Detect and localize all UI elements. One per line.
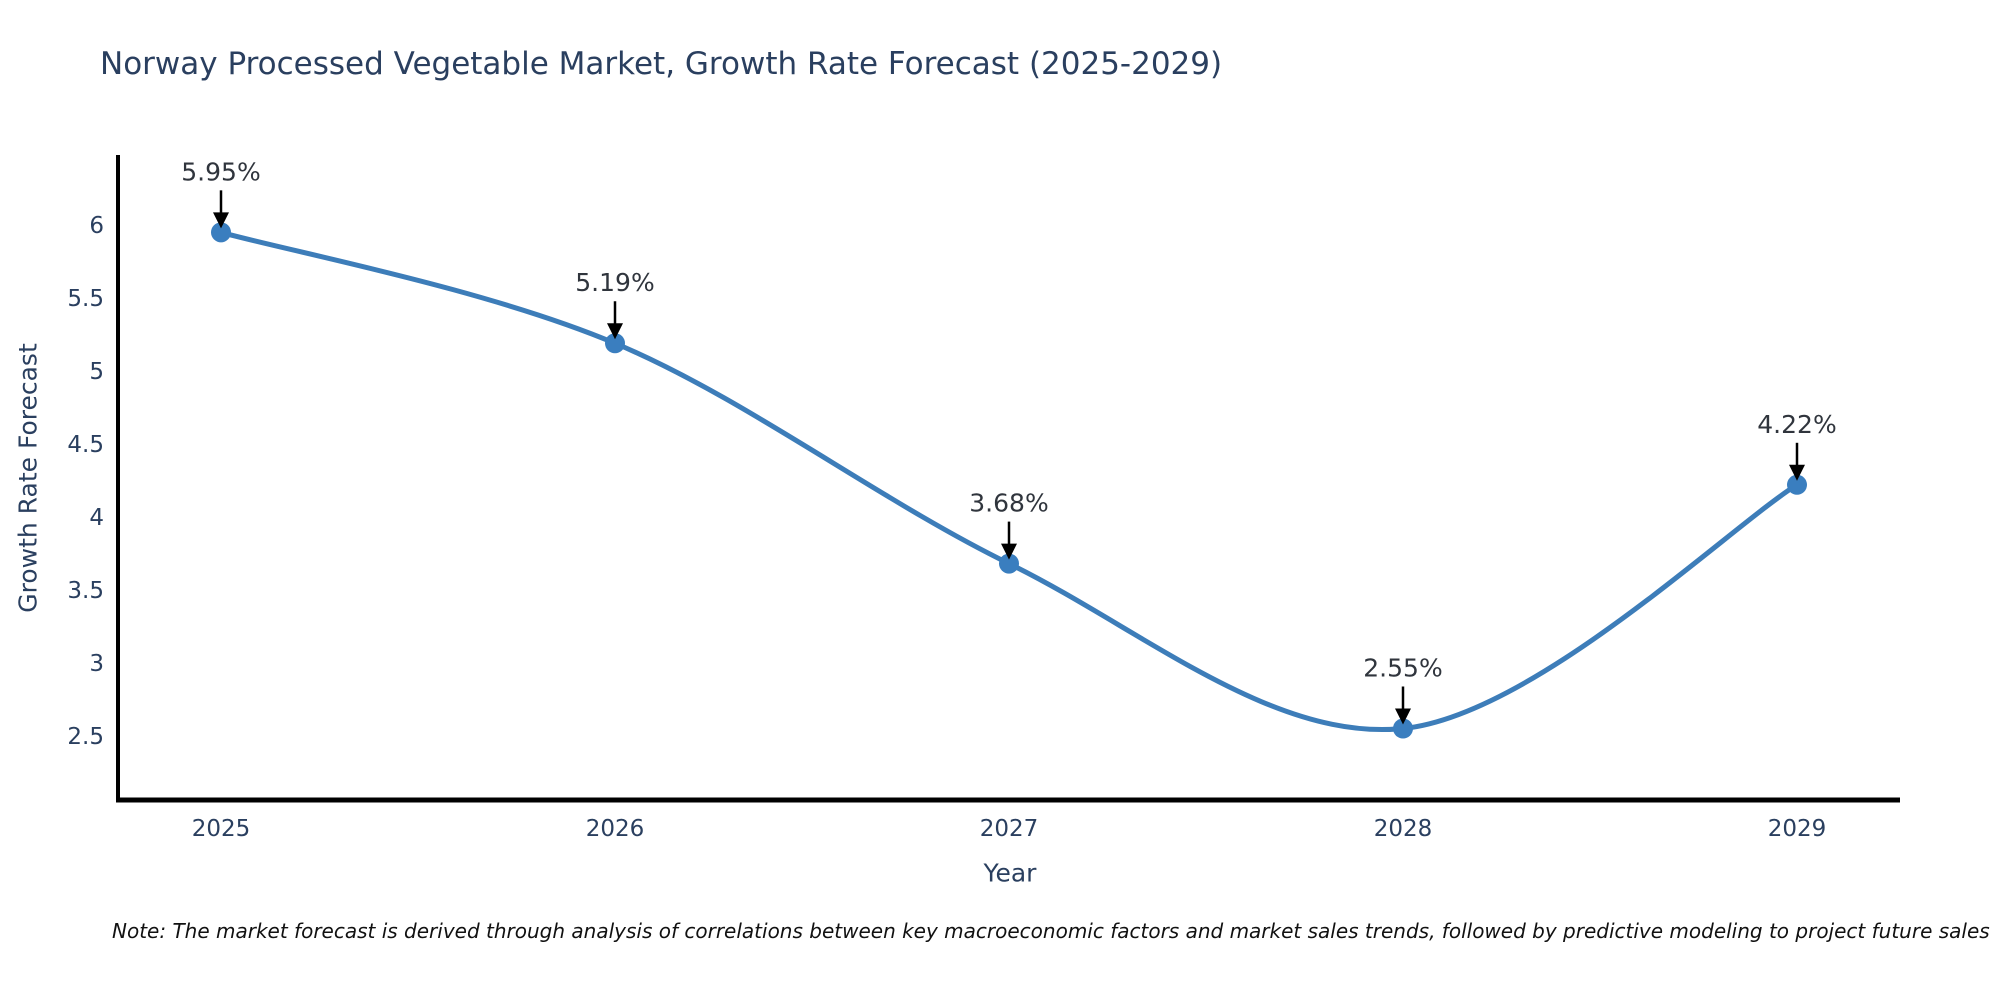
x-axis-title: Year — [983, 858, 1037, 888]
y-tick-label: 5 — [89, 359, 104, 385]
data-point-marker — [1393, 718, 1413, 739]
data-point-marker — [1787, 474, 1807, 495]
y-tick-label: 6 — [89, 213, 104, 239]
chart-title: Norway Processed Vegetable Market, Growt… — [100, 46, 1223, 82]
footnote-text: Note: The market forecast is derived thr… — [112, 919, 1990, 943]
series-line — [218, 229, 1800, 733]
x-tick-label: 2027 — [980, 816, 1039, 842]
annotation-label: 3.68% — [969, 489, 1048, 518]
y-tick-label: 5.5 — [67, 286, 104, 312]
x-tick-label: 2026 — [586, 816, 645, 842]
data-point-marker — [211, 222, 231, 243]
annotation-label: 4.22% — [1757, 410, 1836, 439]
y-tick-label: 4.5 — [67, 432, 104, 458]
data-point-marker — [999, 553, 1019, 574]
y-tick-label: 2.5 — [67, 724, 104, 750]
annotation-label: 5.95% — [181, 157, 260, 186]
annotation-arrow-head — [213, 212, 229, 229]
y-tick-label: 3 — [89, 651, 104, 677]
annotation-label: 5.19% — [575, 268, 654, 297]
x-tick-label: 2028 — [1374, 816, 1433, 842]
annotation-arrow-head — [1789, 464, 1805, 481]
y-tick-label: 4 — [89, 505, 104, 531]
annotation-arrow-head — [607, 323, 623, 340]
annotation-arrow-head — [1395, 708, 1411, 725]
x-tick-label: 2029 — [1768, 816, 1827, 842]
annotation-label: 2.55% — [1363, 653, 1442, 682]
x-tick-label: 2025 — [192, 816, 251, 842]
y-tick-label: 3.5 — [67, 578, 104, 604]
data-point-marker — [605, 333, 625, 354]
annotation-arrow-head — [1001, 543, 1017, 560]
